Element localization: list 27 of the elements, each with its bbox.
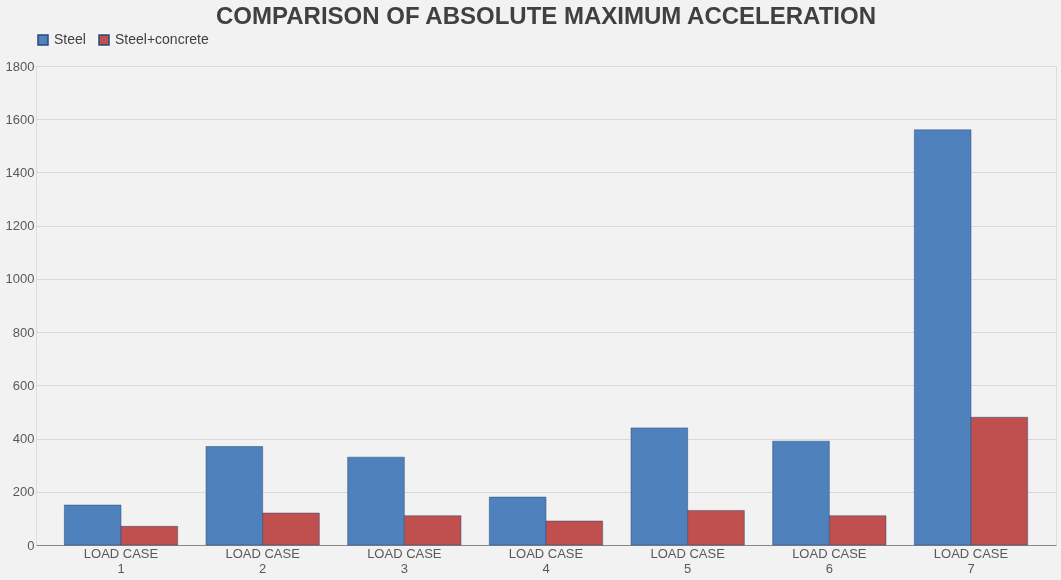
- y-tick-label: 1200: [5, 218, 35, 234]
- category-label: LOAD CASE: [792, 545, 867, 561]
- category-label: 4: [542, 560, 550, 576]
- y-tick-label: 600: [12, 377, 35, 393]
- y-tick-label: 800: [12, 324, 35, 340]
- category-label: LOAD CASE: [650, 545, 725, 561]
- legend-label: Steel: [54, 31, 86, 47]
- category-label: 1: [117, 560, 125, 576]
- category-label: 6: [825, 560, 833, 576]
- y-tick-label: 0: [27, 537, 35, 553]
- y-tick-label: 1400: [5, 164, 35, 180]
- y-tick-label: 1800: [5, 58, 35, 74]
- category-label: 5: [684, 560, 692, 576]
- category-label: 2: [259, 560, 267, 576]
- category-label: 7: [967, 560, 975, 576]
- category-label: LOAD CASE: [367, 545, 442, 561]
- legend-label: Steel+concrete: [115, 31, 209, 47]
- y-tick-label: 400: [12, 431, 35, 447]
- category-label: LOAD CASE: [83, 545, 159, 561]
- y-tick-label: 200: [12, 484, 35, 500]
- category-label: LOAD CASE: [933, 545, 1009, 561]
- category-label: LOAD CASE: [508, 545, 584, 561]
- y-tick-label: 1000: [5, 271, 35, 287]
- y-tick-label: 1600: [5, 111, 35, 127]
- category-label: 3: [400, 560, 408, 576]
- category-label: LOAD CASE: [225, 545, 300, 561]
- chart-title: COMPARISON OF ABSOLUTE MAXIMUM ACCELERATION: [216, 2, 876, 29]
